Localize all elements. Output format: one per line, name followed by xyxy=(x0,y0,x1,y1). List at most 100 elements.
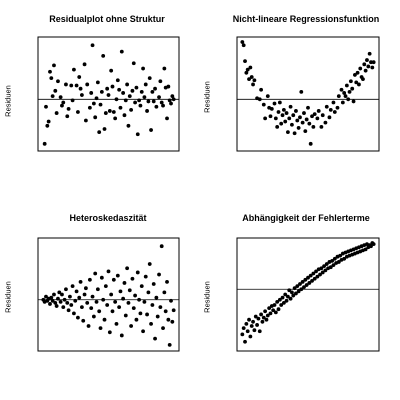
data-point xyxy=(312,112,317,117)
data-point xyxy=(90,43,95,48)
data-point xyxy=(161,103,165,108)
data-point xyxy=(170,94,175,99)
data-point xyxy=(60,103,64,108)
data-point xyxy=(310,114,314,119)
data-point xyxy=(126,301,131,305)
data-point xyxy=(269,106,274,111)
data-point xyxy=(153,336,157,341)
data-point xyxy=(153,86,157,91)
data-point xyxy=(61,305,66,309)
data-point xyxy=(50,298,55,303)
data-point xyxy=(53,301,58,305)
data-point xyxy=(85,82,90,87)
data-point xyxy=(292,131,297,136)
data-point xyxy=(271,308,276,313)
data-point xyxy=(149,322,153,326)
data-point xyxy=(118,289,123,294)
data-point xyxy=(307,121,312,126)
data-point xyxy=(169,101,173,106)
data-point xyxy=(166,84,171,89)
data-point xyxy=(158,305,163,309)
data-point xyxy=(261,315,266,320)
data-point xyxy=(371,60,376,65)
data-point xyxy=(58,299,63,304)
data-point xyxy=(138,103,143,108)
data-point xyxy=(167,343,172,347)
data-point xyxy=(346,97,351,102)
data-point xyxy=(320,270,325,275)
data-point xyxy=(66,106,71,111)
data-point xyxy=(241,326,246,330)
data-point xyxy=(98,102,103,107)
data-point xyxy=(291,293,296,298)
data-point xyxy=(169,298,173,303)
data-point xyxy=(259,312,263,317)
data-point xyxy=(77,75,82,79)
data-point xyxy=(54,111,59,115)
data-point xyxy=(312,276,317,281)
data-point xyxy=(73,298,78,303)
data-point xyxy=(133,293,138,298)
data-point xyxy=(294,291,298,296)
data-point xyxy=(342,91,347,95)
data-point xyxy=(353,73,357,77)
data-point xyxy=(93,115,98,120)
data-point xyxy=(165,280,169,284)
chart-title: Nicht-lineare Regressionsfunktion xyxy=(232,14,380,24)
data-point xyxy=(281,301,286,305)
data-point xyxy=(95,287,100,292)
data-point xyxy=(99,89,104,94)
data-point xyxy=(97,309,102,314)
data-point xyxy=(291,113,296,118)
data-point xyxy=(336,94,341,99)
data-point xyxy=(74,289,79,294)
chart-title: Heteroskedaszität xyxy=(69,213,147,223)
data-point xyxy=(60,292,64,297)
data-point xyxy=(135,132,140,137)
data-point xyxy=(97,130,102,135)
data-point xyxy=(323,268,328,273)
data-point xyxy=(277,100,282,105)
data-point xyxy=(70,98,75,103)
data-point xyxy=(81,318,86,323)
data-point xyxy=(240,40,245,44)
data-point xyxy=(149,128,153,132)
data-point xyxy=(78,86,83,91)
data-point xyxy=(319,266,324,271)
data-point xyxy=(165,116,169,121)
data-point xyxy=(111,110,116,114)
data-point xyxy=(281,108,286,112)
data-point xyxy=(316,109,321,113)
data-point xyxy=(299,287,304,292)
data-point xyxy=(370,65,375,70)
data-point xyxy=(114,97,119,102)
data-point xyxy=(244,322,249,326)
data-point xyxy=(105,303,110,307)
data-point xyxy=(302,285,306,290)
data-point xyxy=(107,330,112,335)
plot-frame xyxy=(236,36,380,152)
data-point xyxy=(89,306,94,311)
data-point xyxy=(247,77,251,82)
data-point xyxy=(284,298,289,303)
data-point xyxy=(324,262,329,266)
data-point xyxy=(328,265,333,270)
data-point xyxy=(300,120,305,125)
data-point xyxy=(145,312,149,317)
data-point xyxy=(363,68,368,73)
data-point xyxy=(157,272,161,277)
data-point xyxy=(101,53,106,58)
data-point xyxy=(87,277,92,282)
data-point xyxy=(351,99,356,104)
data-point xyxy=(46,119,51,124)
data-point xyxy=(121,296,126,301)
data-point xyxy=(54,304,59,308)
data-point xyxy=(159,100,164,105)
data-point xyxy=(240,332,245,337)
data-point xyxy=(363,247,368,252)
data-point xyxy=(331,263,336,267)
data-point xyxy=(130,88,135,93)
data-point xyxy=(162,66,167,71)
data-point xyxy=(268,114,273,119)
data-point xyxy=(118,105,123,110)
